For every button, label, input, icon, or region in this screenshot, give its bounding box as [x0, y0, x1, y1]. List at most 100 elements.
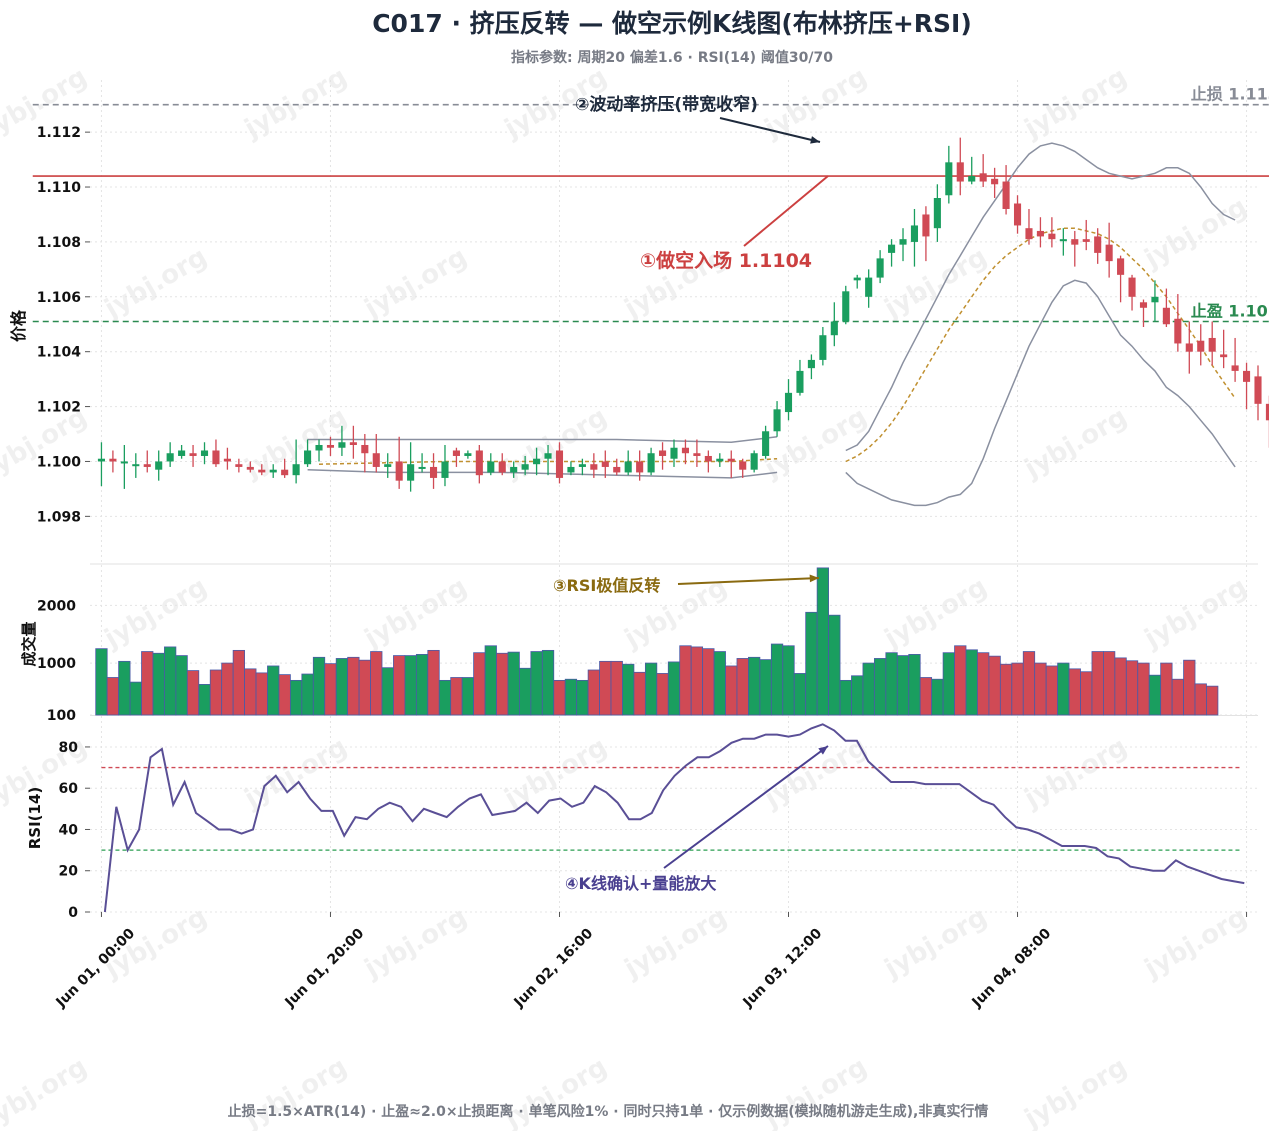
candle-body	[613, 466, 621, 473]
candle-body	[441, 461, 449, 478]
annotation-squeeze-arrow	[719, 117, 821, 143]
candle-body	[1117, 258, 1125, 275]
chart-title: C017 · 挤压反转 — 做空示例K线图(布林挤压+RSI)	[372, 9, 972, 38]
volume-bar	[278, 674, 291, 716]
volume-bar	[312, 656, 326, 716]
volume-bar	[473, 652, 486, 716]
annotation-confirmation: ④K线确认+量能放大	[565, 874, 716, 893]
candle-body	[1036, 230, 1044, 237]
candle-body	[956, 162, 964, 182]
volume-bar	[633, 671, 646, 716]
y-tick-label: 80	[59, 740, 79, 756]
candle-body	[750, 453, 758, 470]
candle-body	[658, 450, 667, 456]
annotation-entry: ①做空入场 1.1104	[640, 249, 812, 272]
volume-bar	[198, 684, 211, 716]
volume-bar	[977, 652, 990, 716]
candle-body	[1208, 337, 1216, 352]
volume-bar	[1103, 651, 1116, 716]
candle-body	[143, 464, 151, 467]
volume-bar	[919, 677, 933, 716]
chart-subtitle: 指标参数: 周期20 偏差1.6 · RSI(14) 阈值30/70	[511, 49, 833, 66]
candle-body	[1013, 203, 1022, 226]
candle-body	[395, 461, 403, 481]
price-panel: 止损 1.1130 止盈 1.1051	[32, 85, 1269, 507]
candle-body	[1197, 340, 1205, 352]
candle-body	[418, 466, 426, 469]
candle-body	[269, 469, 277, 473]
volume-bar	[644, 662, 658, 716]
volume-bar	[576, 679, 589, 716]
candle-body	[899, 239, 907, 245]
candle-body	[727, 458, 735, 462]
candle-body	[521, 464, 529, 470]
volume-bar	[1160, 662, 1173, 716]
candle-body	[716, 458, 724, 462]
volume-bar	[690, 646, 704, 716]
candle-body	[578, 464, 586, 467]
y-tick-label: 1.110	[37, 180, 82, 196]
volume-bar	[415, 654, 429, 716]
bollinger-upper	[845, 142, 1236, 452]
candle-body	[475, 450, 483, 476]
y-tick-label: 1000	[37, 656, 76, 672]
volume-bar	[965, 649, 978, 716]
volume-bar	[679, 645, 692, 716]
annotation-layer: ①做空入场 1.1104 ②波动率挤压(带宽收窄) ③RSI极值反转 ④K线确认+量能…	[553, 94, 829, 893]
candle-body	[922, 214, 930, 237]
candle-body	[109, 458, 117, 462]
volume-bar	[862, 662, 875, 716]
volume-bar	[564, 678, 578, 716]
volume-bar	[244, 668, 257, 716]
candle-body	[933, 198, 941, 229]
volume-bar	[232, 649, 245, 716]
volume-bar	[141, 651, 154, 716]
volume-bar	[988, 655, 1001, 716]
candle-body	[498, 461, 506, 473]
annotation-rsi-reversal: ③RSI极值反转	[553, 576, 660, 595]
volume-bar	[1137, 662, 1150, 716]
candle-body	[155, 461, 163, 470]
volume-bar	[347, 656, 360, 716]
volume-bar	[1114, 657, 1127, 716]
volume-bar	[221, 662, 234, 716]
take-profit-label: 止盈 1.1051	[1191, 302, 1269, 321]
bollinger-lower	[845, 279, 1236, 507]
candle-body	[533, 458, 541, 465]
volume-bar	[95, 648, 108, 716]
y-axis-label-rsi: RSI(14)	[26, 787, 44, 850]
volume-bar	[507, 651, 520, 716]
volume-bar	[610, 660, 623, 716]
candle-body	[1094, 236, 1102, 253]
candle-body	[464, 453, 472, 456]
volume-bar	[404, 655, 417, 716]
volume-bar	[1206, 685, 1219, 716]
volume-bar	[301, 673, 314, 716]
candle-body	[246, 466, 254, 470]
candle-body	[830, 321, 838, 336]
candle-body	[624, 461, 632, 473]
candle-body	[349, 442, 357, 445]
candle-body	[693, 453, 701, 456]
candle-body	[166, 453, 174, 462]
volume-panel	[95, 567, 1219, 716]
volume-bar	[839, 679, 852, 716]
candle-body	[235, 464, 243, 467]
candle-body	[910, 225, 919, 242]
volume-bar	[393, 655, 406, 716]
candle-body	[189, 453, 197, 456]
candle-body	[304, 450, 312, 465]
candle-body	[796, 370, 804, 393]
candle-body	[819, 335, 827, 360]
candle-body	[865, 277, 873, 297]
y-tick-label: 40	[59, 822, 79, 838]
candle-body	[429, 466, 438, 478]
stop-loss-label: 止损 1.1130	[1191, 85, 1269, 104]
candle-body	[636, 461, 644, 473]
candle-body	[212, 450, 220, 465]
volume-bar	[255, 672, 268, 716]
candle-body	[223, 458, 231, 462]
candle-body	[372, 453, 380, 467]
y-tick-label: 1.108	[37, 235, 81, 251]
annotation-squeeze: ②波动率挤压(带宽收窄)	[575, 94, 758, 115]
